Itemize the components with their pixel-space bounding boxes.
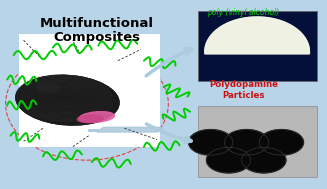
Polygon shape [205,17,309,54]
Ellipse shape [16,75,119,125]
Bar [198,11,317,81]
Text: Polydopamine: Polydopamine [209,80,278,89]
Text: Multifunctional
Composites: Multifunctional Composites [40,17,154,44]
Bar [198,106,317,177]
Circle shape [242,147,286,173]
Circle shape [259,130,303,155]
Ellipse shape [77,115,103,123]
Ellipse shape [37,81,59,93]
Ellipse shape [79,112,114,122]
Bar [19,34,160,147]
Circle shape [206,147,251,173]
Ellipse shape [16,75,119,125]
Text: poly (vinyl alcohol): poly (vinyl alcohol) [207,8,279,17]
Text: Particles: Particles [222,91,265,100]
Polygon shape [205,17,309,54]
Circle shape [224,130,269,155]
Polygon shape [97,127,164,132]
Circle shape [189,130,233,155]
Ellipse shape [16,75,119,125]
